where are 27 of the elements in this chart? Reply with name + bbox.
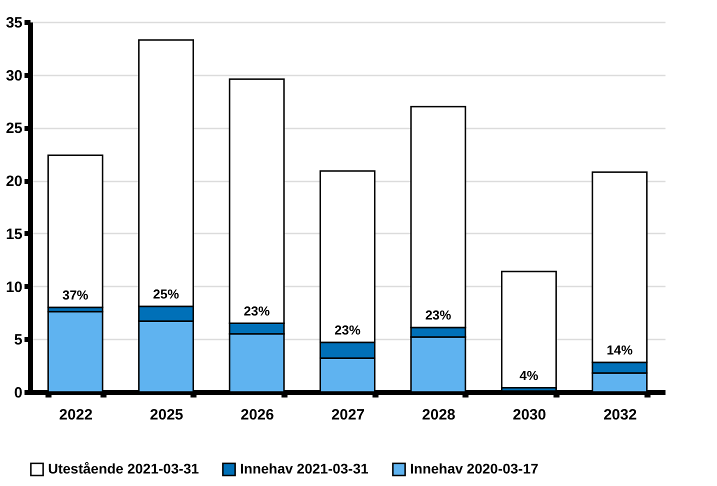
annotation: 25% [153,286,180,302]
y-tick-label: 35 [6,14,22,32]
x-tick-label: 2028 [422,406,456,424]
y-tick-label: 20 [6,173,22,190]
bar [47,154,104,308]
annotation: 23% [334,322,361,338]
x-tick-label: 2030 [512,406,546,424]
y-tick-label: 0 [14,384,22,402]
x-tick-label: 2025 [150,406,184,424]
annotation: 23% [244,303,270,318]
x-tick-label: 2027 [331,406,365,424]
x-tick-label: 2022 [59,406,93,424]
y-tick-label: 30 [6,67,22,84]
y-tick-label: 10 [6,278,22,296]
x-tick-label: 2032 [603,406,637,424]
y-tick-label: 5 [14,332,22,349]
annotation: 23% [425,308,452,323]
annotation: 4% [520,368,539,383]
legend-label: Utestående 2021-03-31 [48,460,200,476]
annotation: 37% [62,287,89,302]
bar [500,270,557,389]
legend-label: Innehav 2020-03-17 [410,460,539,476]
annotation: 14% [606,342,634,358]
y-tick-label: 15 [6,226,22,243]
legend-label: Innehav 2021-03-31 [240,460,369,476]
y-tick-label: 25 [6,120,22,138]
x-tick-label: 2026 [240,406,274,424]
